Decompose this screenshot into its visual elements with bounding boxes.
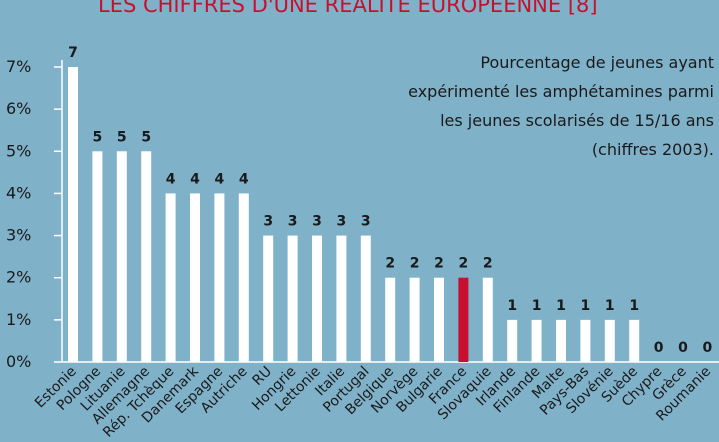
y-tick-label: 4%: [6, 183, 31, 202]
y-tick-label: 6%: [6, 99, 31, 118]
bar: [507, 319, 518, 362]
y-tick-label: 1%: [6, 310, 31, 329]
value-label: 4: [239, 171, 249, 187]
y-tick-label: 5%: [6, 141, 31, 160]
bar: [629, 319, 640, 362]
chart-title: LES CHIFFRES D'UNE RÉALITÉ EUROPÉENNE [8…: [98, 0, 598, 17]
y-tick-label: 0%: [6, 352, 31, 371]
bar: [238, 193, 249, 362]
value-label: 5: [141, 129, 151, 145]
value-label: 1: [605, 298, 615, 314]
value-label: 5: [117, 129, 127, 145]
bar: [409, 277, 420, 362]
value-label: 2: [385, 256, 395, 272]
value-label: 3: [361, 214, 371, 230]
bar: [116, 151, 127, 362]
y-tick-label: 2%: [6, 268, 31, 287]
value-label: 0: [654, 340, 664, 356]
bar: [312, 235, 322, 362]
bar: [531, 319, 542, 362]
value-label: 7: [68, 45, 78, 61]
bar: [214, 193, 225, 362]
annotation: (chiffres 2003).: [592, 140, 714, 159]
value-label: 2: [410, 256, 420, 272]
bar: [92, 151, 103, 362]
bar: [165, 193, 176, 362]
y-tick-label: 3%: [6, 226, 31, 245]
value-label: 2: [483, 256, 493, 272]
bar: [434, 277, 444, 362]
value-label: 1: [629, 298, 639, 314]
value-label: 0: [703, 340, 713, 356]
bar: [385, 277, 396, 362]
bar: [458, 277, 469, 362]
annotation: les jeunes scolarisés de 15/16 ans: [440, 111, 714, 130]
bar: [263, 235, 274, 362]
value-label: 3: [263, 214, 273, 230]
value-label: 1: [507, 298, 517, 314]
bar: [141, 151, 152, 362]
value-label: 4: [215, 171, 225, 187]
bar: [580, 319, 591, 362]
value-label: 2: [459, 256, 469, 272]
value-label: 4: [166, 171, 176, 187]
value-label: 1: [581, 298, 591, 314]
value-label: 1: [556, 298, 566, 314]
value-label: 3: [337, 214, 347, 230]
bar: [360, 235, 371, 362]
value-label: 4: [190, 171, 200, 187]
bar: [287, 235, 298, 362]
value-label: 3: [312, 214, 322, 230]
annotation: expérimenté les amphétamines parmi: [408, 82, 714, 101]
bar: [336, 235, 347, 362]
value-label: 2: [434, 256, 444, 272]
value-label: 1: [532, 298, 542, 314]
value-label: 0: [678, 340, 688, 356]
y-tick-label: 7%: [6, 57, 31, 76]
annotation: Pourcentage de jeunes ayant: [480, 53, 714, 72]
bar: [482, 277, 493, 362]
bar: [68, 67, 78, 362]
bar: [604, 319, 615, 362]
bar: [190, 193, 200, 362]
value-label: 5: [93, 129, 103, 145]
value-label: 3: [288, 214, 298, 230]
bar: [556, 319, 566, 362]
